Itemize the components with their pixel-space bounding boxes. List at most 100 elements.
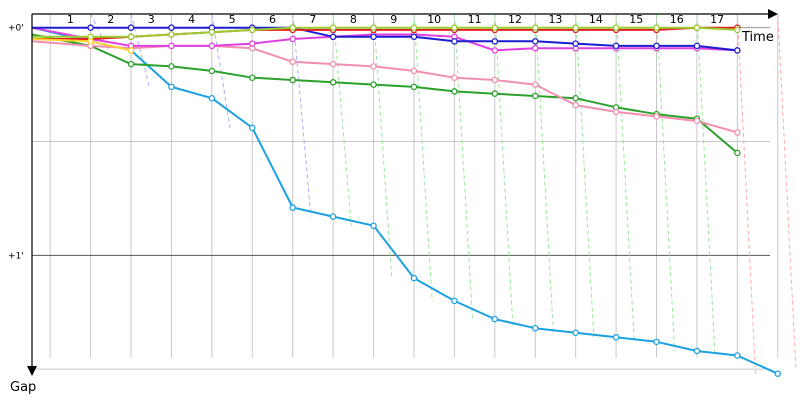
series-2-point — [370, 81, 377, 88]
series-1-point — [491, 315, 499, 323]
series-1-point — [168, 83, 175, 91]
x-tick-label: 3 — [148, 13, 155, 26]
x-tick-label: 5 — [229, 13, 236, 26]
series-1-point — [451, 297, 458, 305]
series-4-point — [168, 42, 175, 50]
series-1-point — [774, 370, 782, 377]
series-2-point — [127, 60, 135, 68]
series-2-point — [572, 94, 579, 102]
grid-layer — [32, 14, 779, 370]
series-5-point — [410, 33, 418, 41]
series-7-point — [572, 24, 579, 31]
series-2-point — [451, 88, 458, 95]
series-7-point — [289, 24, 296, 31]
series-8-point — [127, 47, 135, 54]
x-tick-label: 16 — [670, 13, 684, 26]
x-tick-label: 17 — [710, 13, 724, 26]
series-5-point — [370, 33, 377, 41]
pink-lap-line — [736, 13, 757, 374]
x-tick-label: 11 — [468, 13, 482, 26]
series-1-point — [653, 338, 660, 346]
series-3-point — [572, 101, 579, 109]
series-7-point — [693, 24, 701, 31]
series-4-point — [208, 42, 216, 50]
green-lap-line — [534, 13, 554, 333]
series-1-point — [249, 124, 256, 132]
series-2-point — [249, 74, 256, 81]
series-1-point — [693, 347, 701, 355]
x-tick-label: 9 — [390, 13, 397, 26]
y-axis-title: Gap — [10, 380, 36, 395]
series-5-point — [329, 33, 337, 41]
blue-lap-line — [130, 13, 150, 87]
series-1-point — [329, 213, 337, 220]
series-1-point — [612, 334, 620, 341]
x-tick-label: 4 — [188, 13, 195, 26]
series-7-point — [370, 24, 377, 31]
green-lap-line — [413, 13, 433, 301]
series-5-point — [734, 47, 741, 54]
series-3-point — [370, 63, 377, 70]
y-tick-label: +1' — [8, 251, 24, 261]
series-2-point — [208, 67, 216, 75]
series-1-point — [410, 274, 418, 282]
x-tick-label: 1 — [67, 13, 74, 26]
x-tick-label: 6 — [269, 13, 276, 26]
series-5-point — [693, 42, 701, 50]
x-tick-label: 2 — [107, 13, 114, 26]
series-2-point — [491, 90, 499, 97]
series-2-point — [410, 83, 418, 91]
green-lap-line — [494, 13, 514, 329]
series-3-point — [612, 108, 620, 116]
green-lap-line — [373, 13, 393, 279]
series-2-point — [168, 63, 175, 70]
series-1-point — [531, 324, 539, 332]
series-7-point — [612, 24, 620, 31]
series-7-point — [249, 26, 256, 34]
x-tick-label: 13 — [548, 13, 562, 26]
series-line-1 — [31, 26, 779, 375]
series-2-point — [329, 79, 337, 86]
series-3-point — [451, 74, 458, 81]
series-5-point — [491, 38, 499, 45]
series-line-5 — [32, 26, 738, 52]
x-tick-label: 15 — [629, 13, 643, 26]
series-5-point — [653, 42, 660, 50]
green-lap-line — [696, 13, 716, 356]
blue-lap-line — [211, 13, 231, 128]
series-line-2 — [31, 33, 738, 154]
series-7-point — [531, 24, 539, 31]
series-4-point — [249, 40, 256, 47]
series-5-point — [127, 24, 135, 31]
series-1-point — [734, 352, 741, 359]
green-lap-line — [332, 13, 352, 226]
series-layer — [31, 24, 782, 377]
series-5-point — [87, 24, 94, 31]
series-7-point — [410, 24, 418, 31]
series-3-point — [491, 76, 499, 84]
series-7-point — [491, 24, 499, 31]
series-5-point — [531, 38, 539, 45]
series-2-point — [289, 76, 296, 84]
lap-lines-layer — [90, 13, 797, 374]
series-3-point — [531, 81, 539, 88]
series-7-point — [208, 28, 216, 36]
series-line-7 — [32, 26, 738, 38]
pink-lap-line — [777, 13, 797, 370]
series-3-point — [329, 60, 337, 68]
series-2-point — [734, 149, 741, 157]
green-lap-line — [656, 13, 676, 351]
series-3-point — [289, 58, 296, 66]
series-7-point — [653, 24, 660, 31]
series-line-4 — [31, 26, 738, 52]
series-7-point — [329, 24, 337, 31]
series-7-point — [734, 26, 741, 34]
series-1-point — [370, 222, 377, 229]
series-1-point — [289, 204, 296, 211]
tick-label-layer: 1 2 3 4 5 6 7 8 9 10 11 12 13 14 15 16 17+0'+1' — [8, 13, 724, 261]
y-axis-arrow-icon — [27, 366, 37, 376]
series-3-point — [693, 117, 701, 125]
series-5-point — [572, 40, 579, 47]
series-line-3 — [31, 40, 738, 134]
